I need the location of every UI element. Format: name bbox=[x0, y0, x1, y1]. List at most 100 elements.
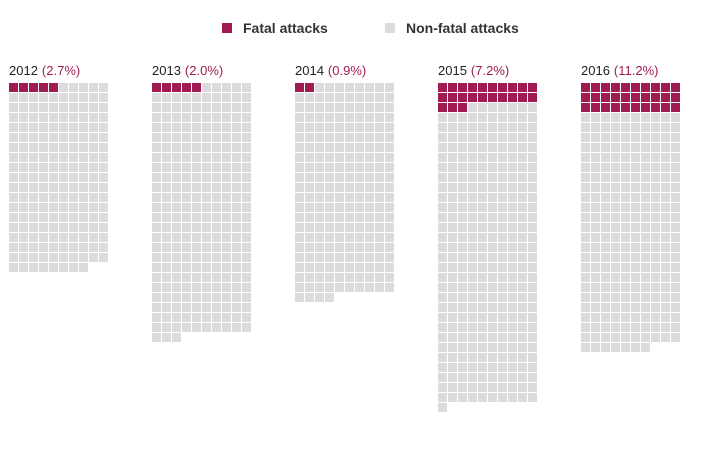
nonfatal-attack-cell bbox=[601, 343, 610, 352]
nonfatal-attack-cell bbox=[498, 153, 507, 162]
nonfatal-attack-cell bbox=[601, 113, 610, 122]
nonfatal-attack-cell bbox=[601, 203, 610, 212]
nonfatal-attack-cell bbox=[488, 343, 497, 352]
nonfatal-attack-cell bbox=[468, 153, 477, 162]
nonfatal-attack-cell bbox=[641, 283, 650, 292]
nonfatal-attack-cell bbox=[468, 303, 477, 312]
nonfatal-attack-cell bbox=[222, 193, 231, 202]
nonfatal-attack-cell bbox=[295, 233, 304, 242]
nonfatal-attack-cell bbox=[591, 293, 600, 302]
nonfatal-attack-cell bbox=[192, 253, 201, 262]
nonfatal-attack-cell bbox=[305, 173, 314, 182]
nonfatal-attack-cell bbox=[325, 93, 334, 102]
nonfatal-attack-cell bbox=[601, 293, 610, 302]
nonfatal-attack-cell bbox=[9, 93, 18, 102]
nonfatal-attack-cell bbox=[295, 163, 304, 172]
nonfatal-attack-cell bbox=[182, 323, 191, 332]
nonfatal-attack-cell bbox=[59, 113, 68, 122]
nonfatal-attack-cell bbox=[325, 113, 334, 122]
nonfatal-attack-cell bbox=[295, 133, 304, 142]
nonfatal-attack-cell bbox=[661, 193, 670, 202]
nonfatal-attack-cell bbox=[192, 293, 201, 302]
nonfatal-attack-cell bbox=[498, 203, 507, 212]
nonfatal-attack-cell bbox=[59, 203, 68, 212]
nonfatal-attack-cell bbox=[355, 193, 364, 202]
nonfatal-attack-cell bbox=[172, 233, 181, 242]
fatal-attack-cell bbox=[448, 93, 457, 102]
nonfatal-attack-cell bbox=[162, 143, 171, 152]
nonfatal-attack-cell bbox=[9, 143, 18, 152]
nonfatal-attack-cell bbox=[99, 153, 108, 162]
nonfatal-attack-cell bbox=[651, 313, 660, 322]
nonfatal-attack-cell bbox=[182, 173, 191, 182]
nonfatal-attack-cell bbox=[621, 153, 630, 162]
nonfatal-attack-cell bbox=[651, 253, 660, 262]
nonfatal-attack-cell bbox=[438, 363, 447, 372]
nonfatal-attack-cell bbox=[661, 283, 670, 292]
nonfatal-attack-cell bbox=[9, 253, 18, 262]
nonfatal-attack-cell bbox=[591, 343, 600, 352]
nonfatal-attack-cell bbox=[222, 313, 231, 322]
nonfatal-attack-cell bbox=[488, 253, 497, 262]
nonfatal-attack-cell bbox=[152, 253, 161, 262]
nonfatal-attack-cell bbox=[232, 283, 241, 292]
nonfatal-attack-cell bbox=[232, 303, 241, 312]
nonfatal-attack-cell bbox=[631, 243, 640, 252]
nonfatal-attack-cell bbox=[448, 263, 457, 272]
panel-title: 2013 (2.0%) bbox=[152, 62, 252, 80]
nonfatal-attack-cell bbox=[498, 343, 507, 352]
nonfatal-attack-cell bbox=[375, 273, 384, 282]
nonfatal-attack-cell bbox=[508, 303, 517, 312]
nonfatal-attack-cell bbox=[212, 193, 221, 202]
nonfatal-attack-cell bbox=[488, 123, 497, 132]
nonfatal-attack-cell bbox=[488, 113, 497, 122]
nonfatal-attack-cell bbox=[192, 203, 201, 212]
nonfatal-attack-cell bbox=[651, 303, 660, 312]
nonfatal-attack-cell bbox=[375, 113, 384, 122]
nonfatal-attack-cell bbox=[345, 243, 354, 252]
nonfatal-attack-cell bbox=[651, 283, 660, 292]
nonfatal-attack-cell bbox=[458, 213, 467, 222]
nonfatal-attack-cell bbox=[528, 113, 537, 122]
nonfatal-attack-cell bbox=[59, 263, 68, 272]
nonfatal-attack-cell bbox=[508, 213, 517, 222]
nonfatal-attack-cell bbox=[468, 373, 477, 382]
nonfatal-attack-cell bbox=[508, 113, 517, 122]
nonfatal-attack-cell bbox=[621, 313, 630, 322]
nonfatal-attack-cell bbox=[458, 243, 467, 252]
nonfatal-attack-cell bbox=[242, 183, 251, 192]
nonfatal-attack-cell bbox=[345, 83, 354, 92]
nonfatal-attack-cell bbox=[162, 263, 171, 272]
nonfatal-attack-cell bbox=[488, 173, 497, 182]
nonfatal-attack-cell bbox=[508, 323, 517, 332]
nonfatal-attack-cell bbox=[315, 203, 324, 212]
nonfatal-attack-cell bbox=[581, 163, 590, 172]
nonfatal-attack-cell bbox=[661, 163, 670, 172]
nonfatal-attack-cell bbox=[182, 123, 191, 132]
nonfatal-attack-cell bbox=[518, 343, 527, 352]
nonfatal-attack-cell bbox=[162, 323, 171, 332]
nonfatal-attack-cell bbox=[9, 263, 18, 272]
nonfatal-attack-cell bbox=[202, 323, 211, 332]
nonfatal-attack-cell bbox=[242, 193, 251, 202]
nonfatal-attack-cell bbox=[172, 163, 181, 172]
nonfatal-attack-cell bbox=[49, 213, 58, 222]
nonfatal-attack-cell bbox=[355, 163, 364, 172]
nonfatal-attack-cell bbox=[581, 203, 590, 212]
nonfatal-attack-cell bbox=[438, 313, 447, 322]
nonfatal-attack-cell bbox=[601, 213, 610, 222]
nonfatal-attack-cell bbox=[232, 83, 241, 92]
nonfatal-attack-cell bbox=[39, 123, 48, 132]
nonfatal-attack-cell bbox=[162, 133, 171, 142]
nonfatal-attack-cell bbox=[478, 373, 487, 382]
nonfatal-attack-cell bbox=[621, 283, 630, 292]
nonfatal-attack-cell bbox=[641, 193, 650, 202]
nonfatal-attack-cell bbox=[581, 303, 590, 312]
nonfatal-attack-cell bbox=[49, 183, 58, 192]
nonfatal-attack-cell bbox=[591, 313, 600, 322]
nonfatal-attack-cell bbox=[79, 203, 88, 212]
nonfatal-attack-cell bbox=[498, 373, 507, 382]
nonfatal-attack-cell bbox=[325, 173, 334, 182]
nonfatal-attack-cell bbox=[508, 123, 517, 132]
nonfatal-attack-cell bbox=[601, 253, 610, 262]
